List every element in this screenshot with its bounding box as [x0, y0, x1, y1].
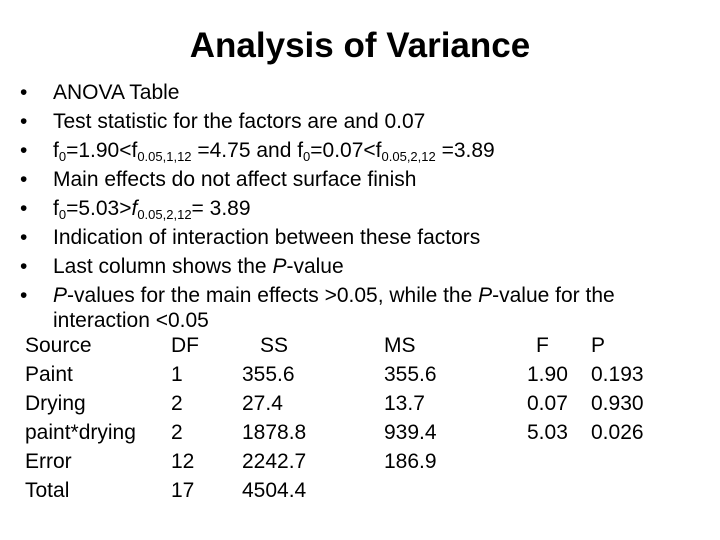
bullet-marker: •: [20, 255, 28, 278]
cell-source: Drying: [25, 392, 86, 415]
bullet-marker: •: [20, 226, 28, 249]
cell-ss: 2242.7: [242, 450, 307, 473]
cell-f: 0.07: [527, 392, 568, 415]
cell-ms: 939.4: [384, 421, 437, 444]
bullet-text: P-values for the main effects >0.05, whi…: [53, 284, 615, 307]
table-row: Total 17 4504.4: [25, 476, 705, 505]
bullet-text: f0=5.03>f0.05,2,12= 3.89: [53, 197, 251, 222]
cell-ms: 13.7: [384, 392, 425, 415]
cell-source: Error: [25, 450, 72, 473]
col-ms-header: MS: [384, 334, 416, 357]
col-f-header: F: [536, 334, 549, 357]
cell-source: Total: [25, 479, 70, 502]
bullet-text: Indication of interaction between these …: [53, 226, 481, 249]
bullet-text: Last column shows the P-value: [53, 255, 344, 278]
cell-df: 1: [171, 363, 183, 386]
cell-df: 2: [171, 421, 183, 444]
bullet-text: Main effects do not affect surface finis…: [53, 168, 417, 191]
table-row: Drying 2 27.4 13.7 0.07 0.930: [25, 389, 705, 418]
cell-p: 0.026: [591, 421, 644, 444]
cell-df: 17: [171, 479, 195, 502]
bullet-marker: •: [20, 139, 28, 162]
cell-ss: 27.4: [242, 392, 283, 415]
cell-ms: 186.9: [384, 450, 437, 473]
table-row: Error 12 2242.7 186.9: [25, 447, 705, 476]
cell-ss: 355.6: [242, 363, 295, 386]
bullet-text: Test statistic for the factors are and 0…: [53, 110, 426, 133]
cell-p: 0.193: [591, 363, 644, 386]
bullet-text: f0=1.90<f0.05,1,12 =4.75 and f0=0.07<f0.…: [53, 139, 495, 164]
bullet-marker: •: [20, 81, 28, 104]
bullet-marker: •: [20, 110, 28, 133]
cell-p: 0.930: [591, 392, 644, 415]
page-title: Analysis of Variance: [189, 26, 531, 65]
cell-ss: 1878.8: [242, 421, 307, 444]
cell-source: paint*drying: [25, 421, 136, 444]
col-source-header: Source: [25, 334, 92, 357]
bullet-text: ANOVA Table: [53, 81, 180, 104]
col-p-header: P: [591, 334, 606, 357]
bullet-marker: •: [20, 168, 28, 191]
cell-ms: 355.6: [384, 363, 437, 386]
cell-df: 12: [171, 450, 195, 473]
cell-df: 2: [171, 392, 183, 415]
col-ss-header: SS: [260, 334, 289, 357]
bullet-marker: •: [20, 284, 28, 307]
cell-source: Paint: [25, 363, 73, 386]
cell-f: 1.90: [527, 363, 568, 386]
cell-f: 5.03: [527, 421, 568, 444]
table-header: Source DF SS MS F P: [25, 331, 705, 360]
bullet-text: interaction <0.05: [53, 309, 209, 332]
table-row: paint*drying 2 1878.8 939.4 5.03 0.026: [25, 418, 705, 447]
bullet-marker: •: [20, 197, 28, 220]
col-df-header: DF: [171, 334, 199, 357]
table-row: Paint 1 355.6 355.6 1.90 0.193: [25, 360, 705, 389]
cell-ss: 4504.4: [242, 479, 307, 502]
